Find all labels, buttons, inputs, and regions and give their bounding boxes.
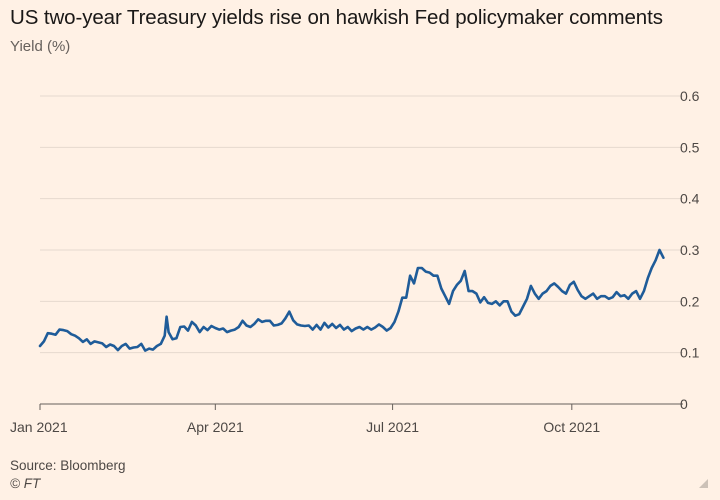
chart-title: US two-year Treasury yields rise on hawk… xyxy=(10,6,663,29)
source-note: Source: Bloomberg xyxy=(10,458,126,473)
y-tick-label: 0.4 xyxy=(680,191,700,207)
x-tick-label: Oct 2021 xyxy=(543,419,600,435)
y-tick-label: 0.1 xyxy=(680,345,700,361)
y-tick-label: 0 xyxy=(680,396,688,412)
y-tick-label: 0.3 xyxy=(680,242,700,258)
x-tick-label: Apr 2021 xyxy=(187,419,244,435)
y-tick-label: 0.2 xyxy=(680,293,700,309)
x-axis-ticks: Jan 2021 Apr 2021 Jul 2021 Oct 2021 xyxy=(10,404,600,435)
y-tick-label: 0.6 xyxy=(680,88,700,104)
x-tick-label: Jul 2021 xyxy=(366,419,419,435)
y-axis-ticks: 0 0.1 0.2 0.3 0.4 0.5 0.6 xyxy=(680,88,700,412)
resize-corner-icon xyxy=(699,479,708,488)
data-series xyxy=(38,248,665,352)
ft-credit: © FT xyxy=(10,476,41,491)
y-tick-label: 0.5 xyxy=(680,139,700,155)
x-tick-label: Jan 2021 xyxy=(10,419,68,435)
y-axis-label: Yield (%) xyxy=(10,38,71,55)
series-line xyxy=(38,248,665,352)
gridlines xyxy=(40,95,683,405)
